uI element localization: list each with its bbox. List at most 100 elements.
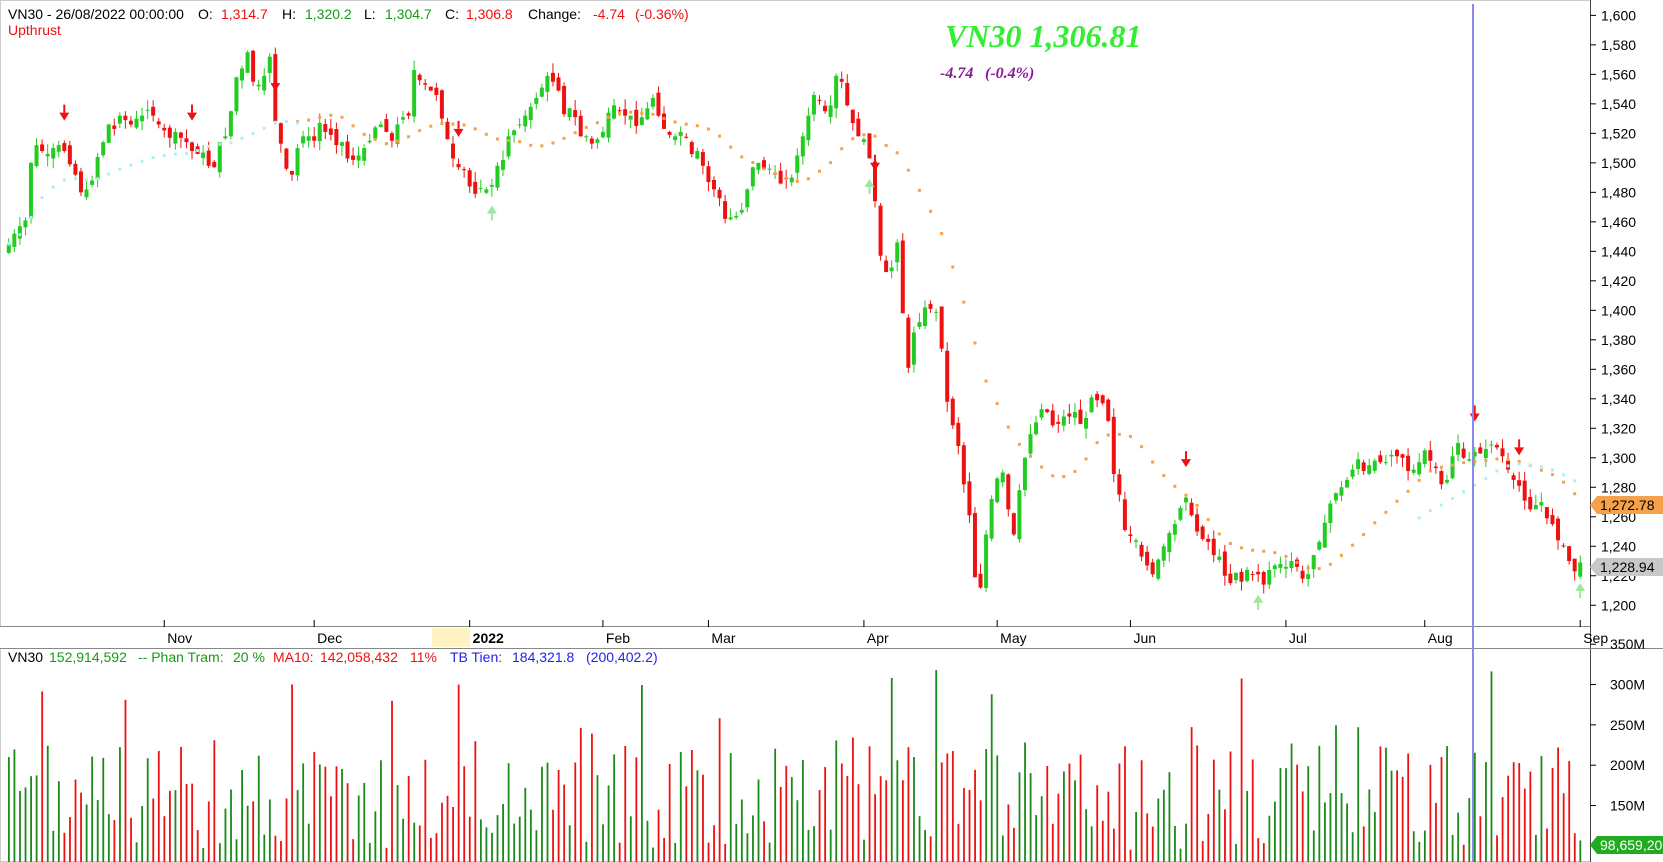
change-pct: (-0.36%) [635,6,689,22]
ma-slow-dot [984,379,988,383]
candle-body [1156,559,1161,579]
candle-body [184,138,189,143]
volume-bar [768,842,771,862]
ma-slow-dot [1217,532,1221,536]
volume-bar [63,832,66,862]
ma-slow-dot [651,112,655,116]
volume-bar [596,775,599,862]
candle-body [1406,455,1411,472]
ma-slow-dot [1550,473,1554,477]
volume-bar [846,775,849,862]
candle-body [756,162,761,170]
ma-fast-dot [1417,516,1421,520]
ma-slow-dot [584,125,588,129]
candle-body [739,210,744,213]
candle-body [434,87,439,96]
down-arrow-signal [187,112,198,121]
date-tick-label: Feb [606,630,630,646]
candle-body [45,153,50,157]
candle-body [1306,574,1311,580]
volume-bar [868,746,871,862]
candle-body [945,350,950,402]
ma-slow-dot [1417,478,1421,482]
candle-body [1289,561,1294,569]
candle-body [1278,563,1283,568]
candle-body [750,167,755,187]
ma-slow-dot [395,139,399,143]
candle-body [40,144,45,152]
candle-body [1217,556,1222,560]
price-tick-label: 1,420 [1601,273,1636,289]
volume-bar [185,783,188,862]
ma-fast-dot [251,131,255,135]
candle-body [1478,447,1483,454]
candle-body [1045,409,1050,413]
ma-slow-dot [1262,549,1266,553]
ma-fast-dot [1550,468,1554,472]
candle-body [606,112,611,138]
volume-bar [74,779,77,862]
volume-bar [574,762,577,862]
header-symbol-date: VN30 - 26/08/2022 00:00:00 [8,6,184,22]
candle-body [811,95,816,115]
avg-value-2: (200,402.2) [586,649,658,665]
candle-body [972,513,977,578]
price-tick-label: 1,500 [1601,155,1636,171]
volume-bar [879,776,882,862]
volume-bar [1240,678,1243,862]
volume-bar [790,777,793,862]
volume-bar [241,770,243,862]
candle-body [367,140,372,143]
volume-bar [752,815,754,862]
candle-body [695,151,700,159]
candle-body [101,142,106,156]
volume-bar [663,837,666,862]
ma-fast-dot [51,185,55,189]
price-tick-label: 1,340 [1601,391,1636,407]
ma-slow-dot [340,115,344,119]
volume-bar [1168,772,1171,862]
candle-body [6,243,11,253]
volume-bar [824,767,827,862]
volume-bar [502,804,504,862]
volume-bar [1423,830,1426,862]
ma-fast-dot [184,151,188,155]
candle-body [1239,571,1244,582]
ma-slow-dot [1051,474,1055,478]
volume-bar [1501,797,1504,862]
ma-slow-dot [962,300,966,304]
volume-bar [196,830,199,862]
candle-body [1072,412,1077,418]
volume-bar [1346,803,1349,862]
ma-fast-dot [107,172,111,176]
candle-body [134,118,139,128]
ma-fast-dot [62,178,66,182]
volume-bar [263,834,266,862]
volume-bar [46,745,49,862]
volume-bar [1118,763,1121,862]
volume-bar [685,786,688,862]
ma-slow-dot [1206,518,1210,522]
volume-bar [207,801,210,862]
candle-body [23,220,28,228]
signal-arrows [59,75,1586,610]
candle-body [62,143,67,152]
ma-slow-dot [840,147,844,151]
candle-body [406,113,411,116]
ma-slow-dot [940,232,944,236]
candle-body [356,155,361,161]
down-arrow-signal [1514,447,1525,456]
candle-body [895,242,900,263]
candle-body [662,113,667,129]
volume-bar [396,785,399,862]
volume-bar [296,790,299,862]
candle-body [234,77,239,112]
candle-body [528,106,533,121]
ma-slow-dot [817,169,821,173]
candle-body [745,189,750,208]
volume-bar [524,787,527,862]
ma-slow-dot [1073,469,1077,473]
volume-bar [69,817,71,862]
candle-body [156,121,161,125]
candle-body [595,139,600,143]
